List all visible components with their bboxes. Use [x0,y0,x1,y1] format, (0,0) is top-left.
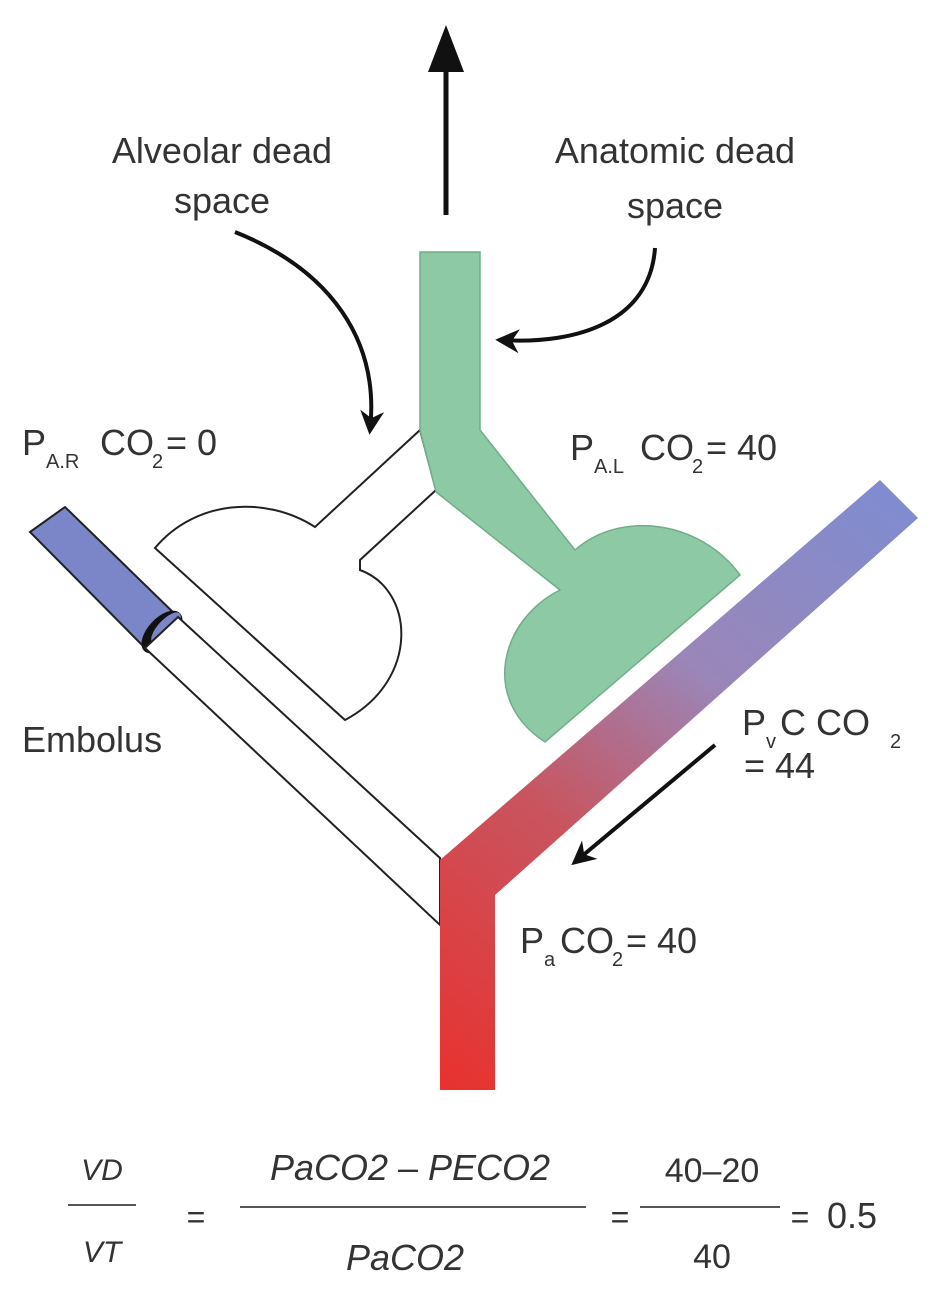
svg-text:CO: CO [560,920,614,961]
svg-text:A.R: A.R [46,451,79,473]
anatomic-dead-space-label-2: space [627,185,723,226]
right-alveolar-co2-label: P A.R CO 2 = 0 [22,422,217,473]
svg-text:a: a [544,949,556,971]
capillary-perfused-branch [440,480,918,1090]
svg-text:2: 2 [890,731,901,753]
equation-numeric-numerator: 40–20 [665,1152,760,1190]
alveolar-dead-space-label-1: Alveolar dead [112,130,332,171]
svg-text:P: P [742,702,766,743]
equation-result: 0.5 [827,1195,877,1236]
venous-co2-label: P v C CO 2 = 44 [742,702,901,786]
svg-text:= 44: = 44 [744,745,815,786]
svg-text:2: 2 [612,949,623,971]
anatomic-dead-space-arrow [495,247,657,354]
capillary-white-branch [143,615,441,928]
arterial-co2-label: P a CO 2 = 40 [520,920,697,971]
exhalation-arrow [428,25,464,215]
equation-vd: VD [81,1154,123,1187]
equation-vt: VT [83,1236,124,1269]
perfused-alveolus [419,251,742,743]
alveolar-dead-space-arrow [234,230,385,435]
equation-numeric-denominator: 40 [693,1238,731,1276]
svg-text:CO: CO [640,427,694,468]
equation-equals-3: = [791,1199,810,1235]
alveolar-dead-space-label-2: space [174,180,270,221]
dead-space-equation: VD VT = PaCO2 – PECO2 PaCO2 = 40–20 40 =… [68,1147,877,1278]
equation-equals-1: = [187,1199,206,1235]
anatomic-dead-space-label-1: Anatomic dead [555,130,795,171]
svg-text:A.L: A.L [594,456,624,478]
equation-equals-2: = [611,1199,630,1235]
equation-mid-denominator: PaCO2 [346,1237,464,1278]
svg-text:P: P [520,920,544,961]
svg-text:P: P [570,427,594,468]
svg-text:v: v [766,731,776,753]
embolus-label: Embolus [22,719,162,760]
svg-text:C CO: C CO [780,702,870,743]
svg-text:P: P [22,422,46,463]
svg-text:= 40: = 40 [626,920,697,961]
left-alveolar-co2-label: P A.L CO 2 = 40 [570,427,777,478]
svg-text:2: 2 [152,451,163,473]
svg-text:= 0: = 0 [166,422,217,463]
svg-text:= 40: = 40 [706,427,777,468]
blood-flow-arrow [571,743,717,866]
equation-mid-numerator: PaCO2 – PECO2 [270,1147,550,1188]
svg-text:CO: CO [100,422,154,463]
unperfused-alveolus [153,428,438,722]
svg-text:2: 2 [692,456,703,478]
